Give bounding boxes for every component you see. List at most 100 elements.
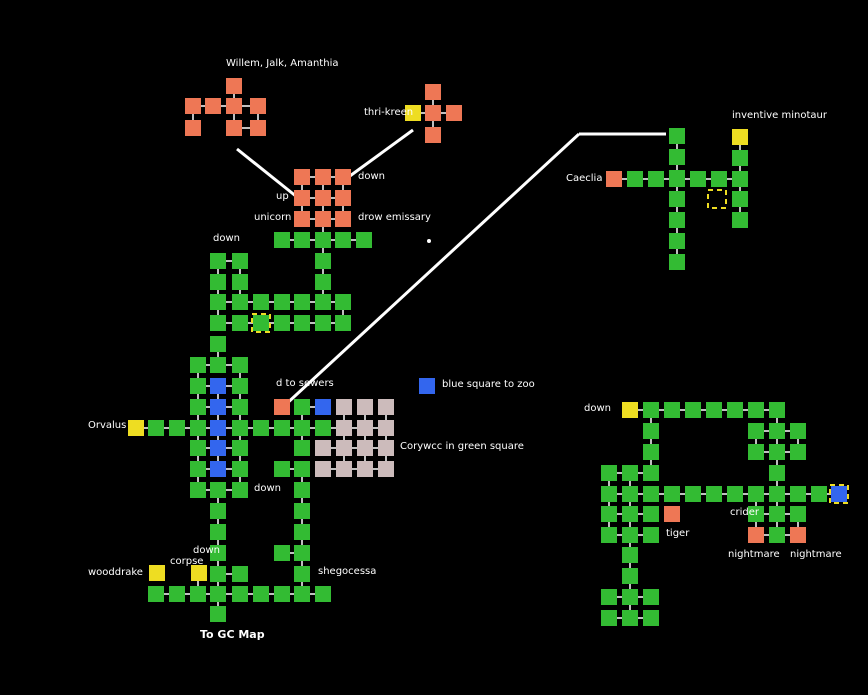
room bbox=[294, 503, 310, 519]
npc-room-caeclia bbox=[606, 171, 622, 187]
room bbox=[232, 253, 248, 269]
room bbox=[622, 465, 638, 481]
room bbox=[315, 232, 331, 248]
npc-room-tiger bbox=[664, 506, 680, 522]
connector bbox=[236, 147, 303, 203]
special-room bbox=[357, 461, 373, 477]
special-room bbox=[336, 461, 352, 477]
room bbox=[294, 440, 310, 456]
portal-room bbox=[210, 440, 226, 456]
room bbox=[274, 545, 290, 561]
marker-dot bbox=[427, 239, 431, 243]
room bbox=[643, 527, 659, 543]
special-room bbox=[336, 399, 352, 415]
room bbox=[148, 420, 164, 436]
room bbox=[790, 506, 806, 522]
room bbox=[210, 524, 226, 540]
room bbox=[748, 444, 764, 460]
room bbox=[601, 506, 617, 522]
marker-dashed-portal bbox=[829, 484, 849, 504]
label-drow-emissary: drow emissary bbox=[358, 212, 431, 223]
room bbox=[294, 482, 310, 498]
label-nightmare-2: nightmare bbox=[790, 549, 842, 560]
room bbox=[690, 171, 706, 187]
label-up: up bbox=[276, 191, 289, 202]
portal-room-zoo bbox=[315, 399, 331, 415]
room bbox=[274, 232, 290, 248]
label-crider: crider bbox=[730, 507, 759, 518]
npc-room bbox=[294, 169, 310, 185]
room bbox=[622, 486, 638, 502]
npc-room bbox=[250, 98, 266, 114]
room bbox=[232, 461, 248, 477]
portal-room bbox=[210, 461, 226, 477]
room bbox=[190, 440, 206, 456]
room bbox=[232, 482, 248, 498]
room bbox=[315, 586, 331, 602]
room bbox=[274, 461, 290, 477]
item-room-corpse bbox=[191, 565, 207, 581]
npc-room bbox=[294, 190, 310, 206]
room bbox=[748, 506, 764, 522]
npc-room bbox=[226, 120, 242, 136]
portal-room bbox=[210, 378, 226, 394]
room bbox=[601, 610, 617, 626]
room bbox=[294, 315, 310, 331]
label-shegocessa: shegocessa bbox=[318, 566, 377, 577]
room bbox=[622, 506, 638, 522]
npc-room bbox=[335, 211, 351, 227]
room bbox=[685, 486, 701, 502]
room bbox=[232, 378, 248, 394]
room-layer bbox=[128, 78, 849, 626]
room bbox=[601, 527, 617, 543]
item-room-thri-kreen bbox=[405, 105, 421, 121]
npc-room bbox=[335, 169, 351, 185]
room bbox=[643, 589, 659, 605]
npc-room bbox=[425, 84, 441, 100]
room bbox=[622, 527, 638, 543]
room bbox=[294, 420, 310, 436]
room bbox=[190, 420, 206, 436]
room bbox=[315, 274, 331, 290]
room bbox=[732, 212, 748, 228]
room bbox=[315, 294, 331, 310]
special-room bbox=[378, 399, 394, 415]
room bbox=[210, 336, 226, 352]
room bbox=[315, 253, 331, 269]
npc-room bbox=[205, 98, 221, 114]
label-unicorn: unicorn bbox=[254, 212, 292, 223]
room bbox=[274, 315, 290, 331]
npc-room bbox=[315, 211, 331, 227]
room bbox=[232, 315, 248, 331]
room bbox=[210, 294, 226, 310]
special-room bbox=[357, 440, 373, 456]
label-corpse: corpse bbox=[170, 556, 204, 567]
room bbox=[190, 461, 206, 477]
room bbox=[769, 506, 785, 522]
connector bbox=[342, 128, 414, 183]
special-room bbox=[357, 420, 373, 436]
room bbox=[294, 586, 310, 602]
room bbox=[769, 402, 785, 418]
label-to-sewers: d to sewers bbox=[276, 378, 334, 389]
room bbox=[210, 274, 226, 290]
room bbox=[335, 232, 351, 248]
room bbox=[253, 294, 269, 310]
special-room bbox=[378, 420, 394, 436]
room bbox=[294, 294, 310, 310]
room bbox=[711, 171, 727, 187]
room bbox=[232, 440, 248, 456]
room bbox=[315, 420, 331, 436]
room bbox=[232, 420, 248, 436]
special-room bbox=[357, 399, 373, 415]
room bbox=[669, 149, 685, 165]
room bbox=[294, 524, 310, 540]
marker-dashed-room-right bbox=[707, 189, 727, 209]
room bbox=[356, 232, 372, 248]
room bbox=[643, 506, 659, 522]
room bbox=[335, 294, 351, 310]
room bbox=[664, 402, 680, 418]
room bbox=[748, 423, 764, 439]
